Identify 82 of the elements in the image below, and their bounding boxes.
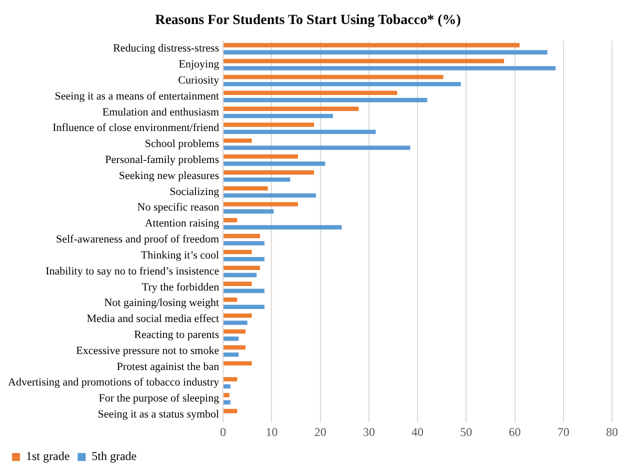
y-tick-label: Emulation and enthusiasm (102, 106, 220, 118)
y-tick-label: Inability to say no to friend’s insistence (46, 265, 220, 278)
bar (224, 186, 268, 190)
bar (224, 272, 257, 278)
bar (224, 408, 238, 414)
bar (224, 345, 246, 350)
bar (224, 122, 314, 127)
bar (224, 146, 410, 150)
bar (224, 393, 230, 398)
bar (224, 336, 239, 341)
bar (224, 377, 238, 382)
y-tick-label: Reducing distress-stress (113, 42, 220, 55)
bar (224, 241, 264, 246)
y-tick-label: Reacting to parents (134, 328, 220, 341)
y-tick-label: Try the forbidden (142, 281, 220, 294)
bar (224, 282, 252, 286)
bar (224, 114, 333, 118)
y-tick-label: Seeing it as a status symbol (98, 408, 220, 421)
bar (224, 90, 398, 96)
y-tick-label: Influence of close environment/friend (52, 122, 220, 134)
y-tick-label: Seeing it as a means of entertainment (54, 90, 220, 102)
x-tick-label: 70 (557, 424, 570, 439)
bar (224, 250, 252, 254)
bar (224, 209, 274, 214)
y-tick-label: Thinking it’s cool (140, 249, 220, 262)
y-tick-label: Advertising and promotions of tobacco industry (8, 376, 220, 389)
bar (224, 130, 376, 134)
bar (224, 106, 359, 111)
bar (224, 225, 342, 230)
bar (224, 154, 298, 159)
bar (224, 384, 230, 389)
bar (224, 361, 252, 366)
x-tick-label: 0 (220, 424, 226, 439)
y-tick-label: Excessive pressure not to smoke (76, 344, 220, 357)
bar (224, 138, 252, 143)
bar (224, 58, 504, 64)
y-tick-label: No specific reason (137, 202, 220, 214)
chart-title: Reasons For Students To Start Using Tobacco* (%) (155, 13, 462, 28)
legend-label: 5th grade (92, 449, 137, 464)
x-tick-label: 20 (314, 424, 326, 439)
bar (224, 298, 238, 302)
x-tick-label: 10 (266, 424, 278, 439)
legend-label: 1st grade (26, 449, 70, 464)
bar (224, 98, 428, 102)
x-tick-label: 30 (362, 424, 375, 439)
bar (224, 352, 239, 357)
x-tick-label: 40 (412, 424, 424, 439)
bar (224, 304, 264, 310)
bar (224, 256, 264, 262)
y-tick-label: Seeking new pleasures (118, 170, 220, 182)
y-tick-label: Not gaining/losing weight (104, 297, 220, 310)
bar (224, 82, 461, 86)
bar (224, 266, 260, 270)
bar (224, 74, 444, 80)
y-tick-label: School problems (144, 138, 220, 150)
bar (224, 162, 326, 166)
bar (224, 66, 556, 70)
y-tick-label: Media and social media effect (86, 313, 220, 326)
bar (224, 320, 248, 325)
y-tick-label: Personal-family problems (105, 154, 220, 166)
y-tick-label: Protest againist the ban (116, 360, 220, 373)
bar (224, 288, 264, 294)
y-tick-label: Self-awareness and proof of freedom (56, 234, 220, 246)
y-tick-label: Curiosity (178, 74, 220, 86)
bar (224, 170, 314, 175)
x-tick-label: 50 (460, 424, 472, 439)
x-tick-label: 60 (508, 424, 521, 439)
y-tick-label: Socializing (170, 186, 220, 198)
bar (224, 193, 316, 198)
bar (224, 202, 298, 206)
y-tick-label: Enjoying (178, 58, 220, 71)
y-tick-label: Attention raising (144, 218, 220, 230)
bar (224, 177, 290, 182)
bar (224, 218, 238, 222)
bar (224, 313, 252, 318)
bar (224, 234, 260, 238)
bar (224, 329, 246, 334)
x-tick-label: 80 (606, 424, 618, 439)
y-tick-label: For the purpose of sleeping (98, 392, 220, 405)
bar (224, 50, 548, 54)
bar (224, 43, 520, 48)
bar (224, 400, 230, 404)
